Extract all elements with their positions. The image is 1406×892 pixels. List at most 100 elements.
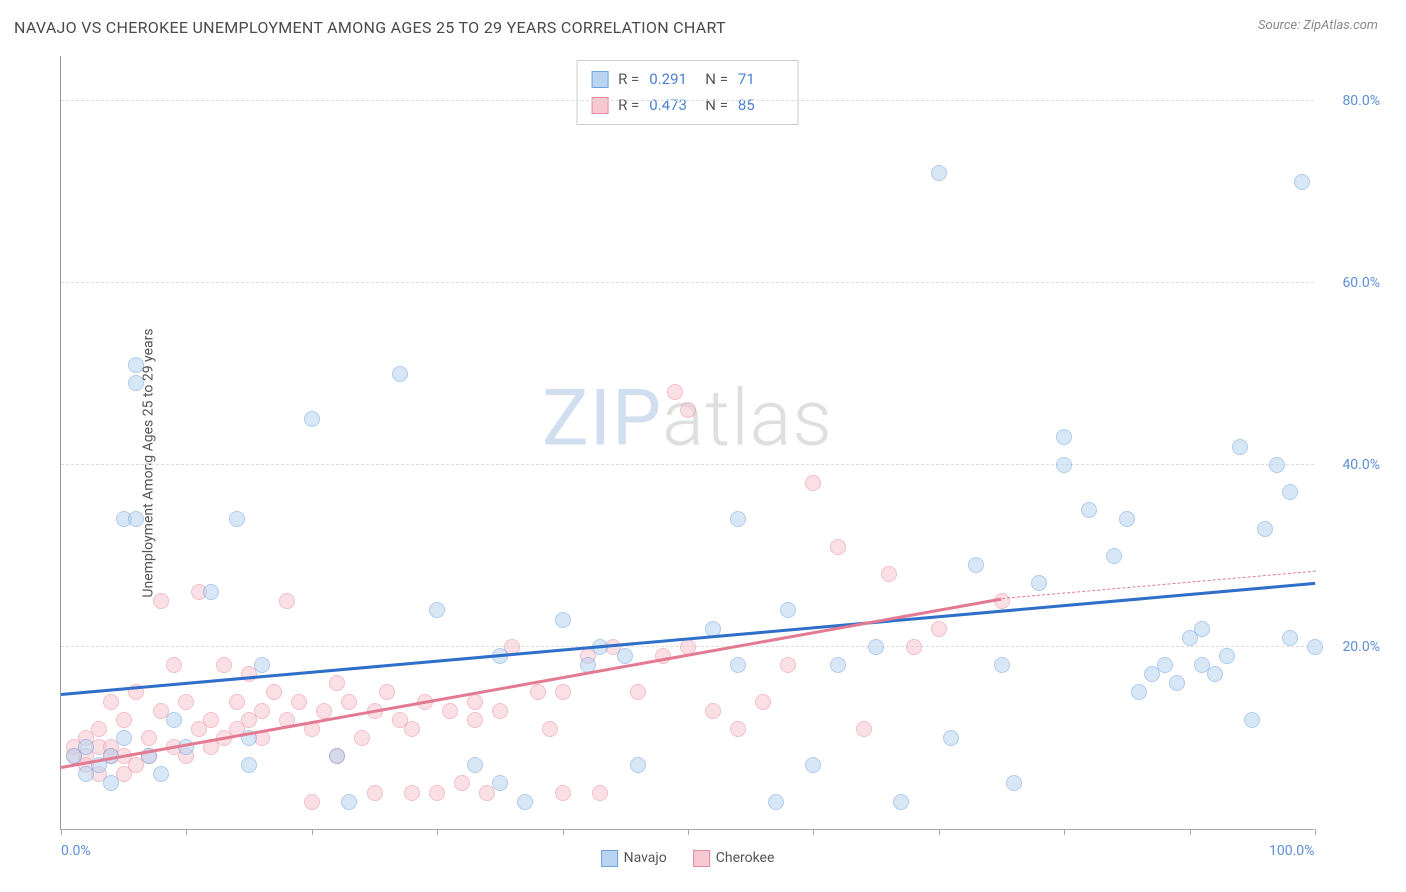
- x-tick: [1190, 829, 1191, 835]
- scatter-point: [1194, 621, 1210, 637]
- scatter-point: [617, 648, 633, 664]
- scatter-point: [667, 384, 683, 400]
- scatter-point: [1106, 548, 1122, 564]
- scatter-point: [166, 657, 182, 673]
- scatter-point: [103, 775, 119, 791]
- stats-row: R =0.291N =71: [591, 67, 784, 93]
- stat-n-value: 85: [738, 93, 784, 119]
- scatter-point: [103, 694, 119, 710]
- scatter-point: [128, 375, 144, 391]
- scatter-point: [705, 703, 721, 719]
- legend-label: Navajo: [624, 850, 667, 866]
- scatter-point: [730, 657, 746, 673]
- scatter-point: [429, 602, 445, 618]
- scatter-point: [1219, 648, 1235, 664]
- scatter-point: [1119, 511, 1135, 527]
- stats-row: R =0.473N =85: [591, 93, 784, 119]
- scatter-point: [730, 721, 746, 737]
- scatter-point: [467, 712, 483, 728]
- trend-line: [1001, 570, 1315, 598]
- scatter-point: [266, 684, 282, 700]
- scatter-point: [91, 721, 107, 737]
- scatter-point: [630, 757, 646, 773]
- scatter-point: [830, 539, 846, 555]
- chart-title: NAVAJO VS CHEROKEE UNEMPLOYMENT AMONG AG…: [14, 18, 726, 37]
- legend-swatch: [693, 850, 710, 867]
- scatter-point: [153, 766, 169, 782]
- scatter-point: [555, 684, 571, 700]
- scatter-point: [467, 694, 483, 710]
- scatter-point: [768, 794, 784, 810]
- scatter-point: [254, 657, 270, 673]
- scatter-point: [203, 712, 219, 728]
- scatter-point: [116, 730, 132, 746]
- legend-label: Cherokee: [716, 850, 775, 866]
- legend-item: Cherokee: [693, 850, 775, 867]
- scatter-point: [830, 657, 846, 673]
- stat-key: R =: [618, 67, 639, 93]
- x-tick: [939, 829, 940, 835]
- gridline-h: [61, 100, 1314, 101]
- scatter-point: [1056, 429, 1072, 445]
- scatter-point: [329, 748, 345, 764]
- scatter-point: [1282, 484, 1298, 500]
- scatter-point: [492, 703, 508, 719]
- scatter-point: [153, 593, 169, 609]
- x-tick-label: 0.0%: [61, 843, 91, 859]
- stat-key: R =: [618, 93, 639, 119]
- y-tick-label: 40.0%: [1322, 457, 1380, 473]
- gridline-h: [61, 464, 1314, 465]
- scatter-point: [229, 511, 245, 527]
- scatter-point: [1244, 712, 1260, 728]
- scatter-point: [341, 694, 357, 710]
- scatter-point: [304, 411, 320, 427]
- stat-r-value: 0.291: [649, 67, 695, 93]
- scatter-point: [291, 694, 307, 710]
- scatter-point: [279, 593, 295, 609]
- scatter-point: [316, 703, 332, 719]
- scatter-point: [454, 775, 470, 791]
- plot-area: ZIPatlas R =0.291N =71R =0.473N =85 Nava…: [60, 56, 1314, 830]
- scatter-point: [994, 657, 1010, 673]
- scatter-point: [943, 730, 959, 746]
- stat-r-value: 0.473: [649, 93, 695, 119]
- scatter-point: [1207, 666, 1223, 682]
- scatter-point: [680, 402, 696, 418]
- stats-legend-box: R =0.291N =71R =0.473N =85: [576, 60, 799, 125]
- scatter-point: [1257, 521, 1273, 537]
- scatter-point: [241, 757, 257, 773]
- scatter-point: [856, 721, 872, 737]
- scatter-point: [141, 730, 157, 746]
- scatter-point: [203, 584, 219, 600]
- x-tick: [61, 829, 62, 835]
- scatter-point: [968, 557, 984, 573]
- scatter-point: [367, 785, 383, 801]
- scatter-point: [128, 357, 144, 373]
- scatter-point: [868, 639, 884, 655]
- scatter-point: [1232, 439, 1248, 455]
- scatter-point: [429, 785, 445, 801]
- x-tick: [186, 829, 187, 835]
- chart-container: Unemployment Among Ages 25 to 29 years Z…: [14, 48, 1392, 878]
- scatter-point: [467, 757, 483, 773]
- scatter-point: [630, 684, 646, 700]
- scatter-point: [780, 657, 796, 673]
- scatter-point: [1269, 457, 1285, 473]
- x-tick-label: 100.0%: [1269, 843, 1314, 859]
- scatter-point: [517, 794, 533, 810]
- scatter-point: [881, 566, 897, 582]
- scatter-point: [354, 730, 370, 746]
- y-tick-label: 80.0%: [1322, 93, 1380, 109]
- scatter-point: [442, 703, 458, 719]
- legend-item: Navajo: [601, 850, 667, 867]
- stat-key: N =: [705, 67, 728, 93]
- scatter-point: [780, 602, 796, 618]
- scatter-point: [1282, 630, 1298, 646]
- scatter-point: [304, 794, 320, 810]
- scatter-point: [555, 612, 571, 628]
- scatter-point: [530, 684, 546, 700]
- scatter-point: [542, 721, 558, 737]
- scatter-point: [1307, 639, 1323, 655]
- scatter-point: [1294, 174, 1310, 190]
- scatter-point: [1131, 684, 1147, 700]
